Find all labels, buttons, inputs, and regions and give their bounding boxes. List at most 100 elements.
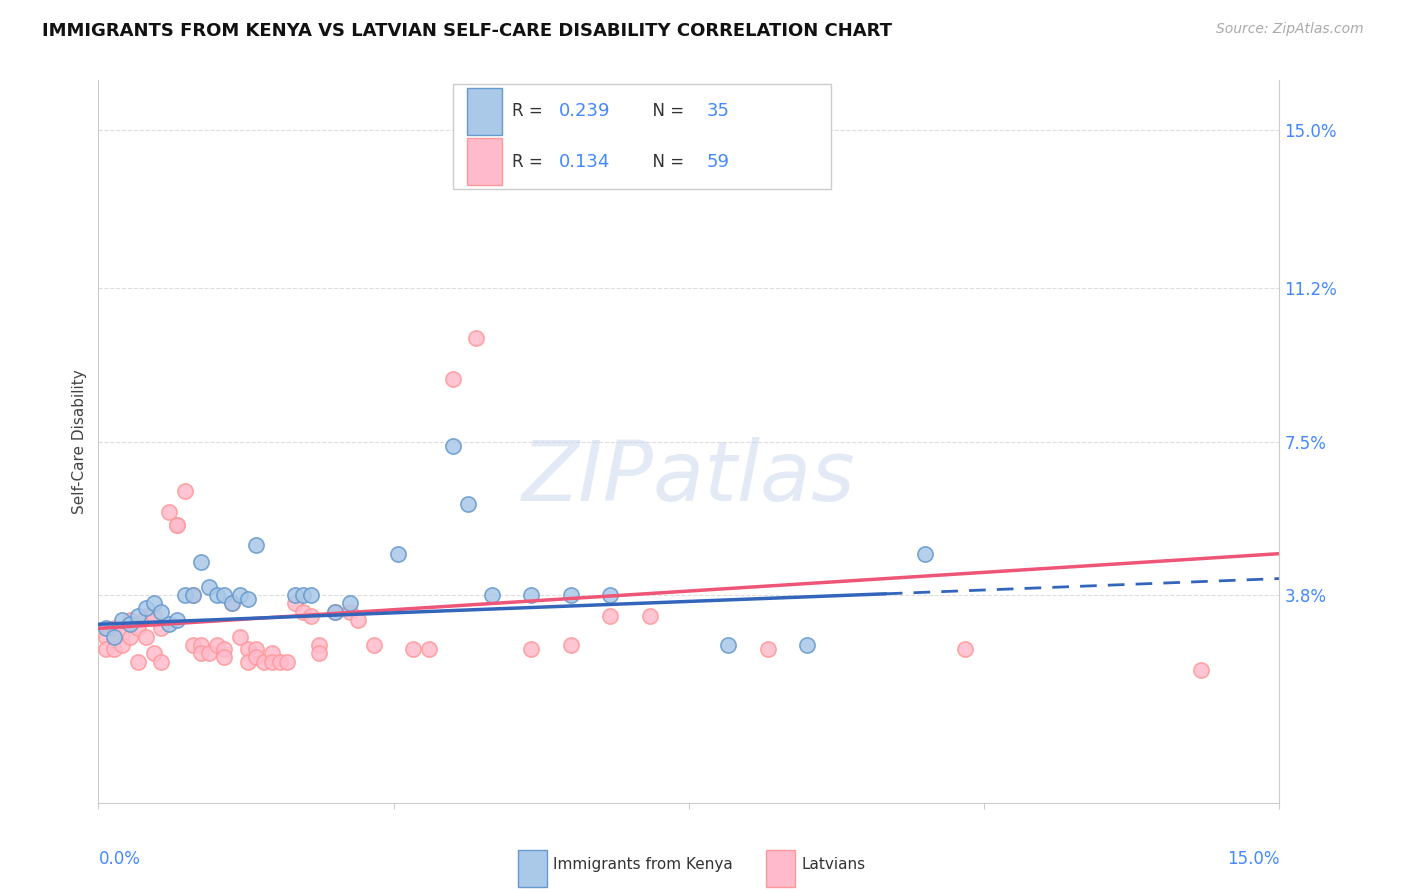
Point: [599, 588, 621, 602]
Text: N =: N =: [641, 153, 689, 171]
Point: [142, 609, 165, 624]
Point: [118, 617, 141, 632]
Point: [96, 621, 118, 635]
Point: [457, 497, 479, 511]
Text: 0.0%: 0.0%: [98, 850, 141, 868]
Point: [441, 439, 464, 453]
Point: [157, 617, 180, 632]
Point: [292, 605, 315, 619]
Point: [103, 621, 125, 635]
Text: IMMIGRANTS FROM KENYA VS LATVIAN SELF-CARE DISABILITY CORRELATION CHART: IMMIGRANTS FROM KENYA VS LATVIAN SELF-CA…: [42, 22, 893, 40]
Point: [111, 625, 134, 640]
Point: [299, 588, 322, 602]
Text: N =: N =: [641, 103, 689, 120]
Point: [387, 547, 409, 561]
Point: [260, 655, 283, 669]
Point: [245, 538, 267, 552]
Point: [142, 646, 165, 660]
Point: [481, 588, 503, 602]
Point: [142, 597, 165, 611]
Point: [150, 655, 173, 669]
Text: 59: 59: [707, 153, 730, 171]
Point: [103, 630, 125, 644]
Text: 35: 35: [707, 103, 730, 120]
Point: [197, 646, 219, 660]
Point: [638, 609, 661, 624]
Point: [756, 642, 779, 657]
Point: [260, 646, 283, 660]
Point: [127, 609, 149, 624]
Point: [221, 597, 243, 611]
Point: [135, 609, 157, 624]
Text: R =: R =: [512, 103, 548, 120]
Point: [953, 642, 976, 657]
Text: Immigrants from Kenya: Immigrants from Kenya: [553, 856, 733, 871]
Point: [284, 588, 307, 602]
Text: 0.134: 0.134: [560, 153, 610, 171]
Point: [214, 642, 236, 657]
Point: [181, 588, 204, 602]
Point: [245, 642, 267, 657]
Point: [197, 580, 219, 594]
Point: [96, 642, 118, 657]
Point: [323, 605, 346, 619]
Point: [599, 609, 621, 624]
Point: [111, 638, 134, 652]
Point: [135, 630, 157, 644]
Point: [236, 592, 259, 607]
Point: [347, 613, 370, 627]
Point: [560, 638, 582, 652]
Text: Source: ZipAtlas.com: Source: ZipAtlas.com: [1216, 22, 1364, 37]
Point: [441, 372, 464, 386]
Point: [914, 547, 936, 561]
FancyBboxPatch shape: [467, 88, 502, 135]
Point: [418, 642, 440, 657]
Point: [465, 331, 488, 345]
Point: [717, 638, 740, 652]
Point: [181, 588, 204, 602]
Point: [111, 613, 134, 627]
Point: [150, 605, 173, 619]
Point: [796, 638, 818, 652]
Point: [284, 597, 307, 611]
Point: [221, 597, 243, 611]
Text: ZIPatlas: ZIPatlas: [522, 437, 856, 518]
Point: [229, 588, 252, 602]
Point: [363, 638, 385, 652]
Point: [253, 655, 276, 669]
Point: [166, 517, 188, 532]
Point: [157, 505, 180, 519]
Point: [276, 655, 298, 669]
Point: [402, 642, 425, 657]
Point: [181, 638, 204, 652]
Point: [174, 588, 197, 602]
Point: [205, 588, 228, 602]
FancyBboxPatch shape: [766, 850, 796, 888]
Point: [166, 613, 188, 627]
Point: [323, 605, 346, 619]
Point: [520, 588, 543, 602]
FancyBboxPatch shape: [453, 84, 831, 189]
FancyBboxPatch shape: [517, 850, 547, 888]
Point: [339, 597, 361, 611]
Point: [190, 555, 212, 569]
Y-axis label: Self-Care Disability: Self-Care Disability: [72, 369, 87, 514]
Text: Latvians: Latvians: [801, 856, 865, 871]
Point: [166, 517, 188, 532]
Point: [118, 613, 141, 627]
Point: [299, 609, 322, 624]
Text: 15.0%: 15.0%: [1227, 850, 1279, 868]
Point: [308, 646, 330, 660]
Point: [292, 588, 315, 602]
Point: [308, 638, 330, 652]
Point: [96, 630, 118, 644]
Point: [205, 638, 228, 652]
Point: [127, 655, 149, 669]
Point: [214, 650, 236, 665]
Point: [339, 605, 361, 619]
FancyBboxPatch shape: [467, 138, 502, 186]
Point: [214, 588, 236, 602]
Point: [520, 642, 543, 657]
Text: R =: R =: [512, 153, 548, 171]
Point: [103, 642, 125, 657]
